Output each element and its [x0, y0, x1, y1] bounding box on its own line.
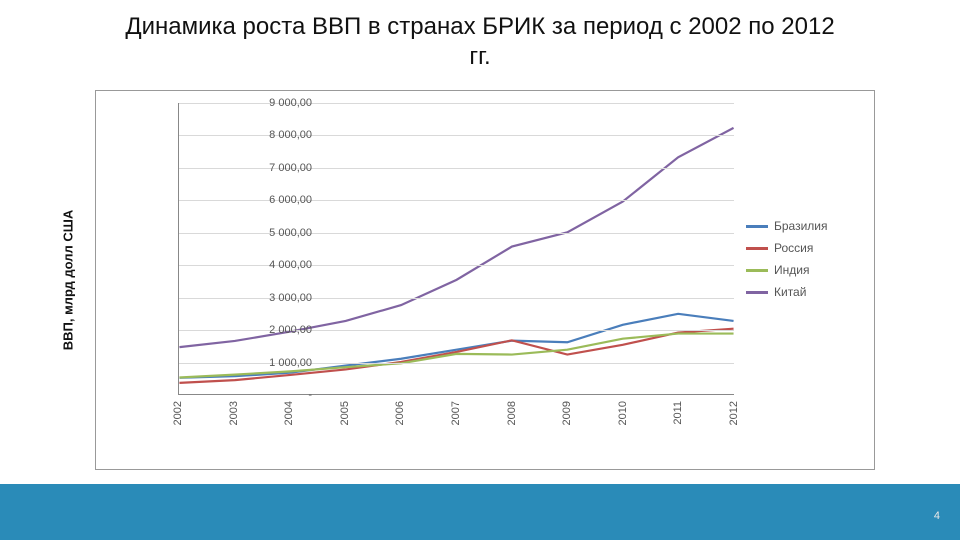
legend-swatch: [746, 269, 768, 272]
x-tick-label: 2009: [561, 401, 573, 425]
x-tick-label: 2004: [283, 401, 295, 425]
y-tick-label: 8 000,00: [269, 129, 312, 141]
slide: Динамика роста ВВП в странах БРИК за пер…: [0, 0, 960, 540]
y-tick-label: 1 000,00: [269, 357, 312, 369]
chart-title: Динамика роста ВВП в странах БРИК за пер…: [0, 0, 960, 76]
grid-line: [179, 200, 734, 201]
y-tick-label: 3 000,00: [269, 292, 312, 304]
y-axis-label: ВВП, млрд долл США: [61, 210, 76, 351]
legend-label: Бразилия: [774, 219, 828, 233]
x-tick-label: 2003: [228, 401, 240, 425]
series-line: [179, 128, 733, 347]
y-tick-label: -: [308, 389, 312, 401]
grid-line: [179, 135, 734, 136]
x-tick-label: 2012: [728, 401, 740, 425]
grid-line: [179, 363, 734, 364]
page-number: 4: [934, 510, 940, 522]
footer-bar: 4: [0, 484, 960, 540]
legend-swatch: [746, 291, 768, 294]
legend-item: Бразилия: [746, 219, 866, 233]
x-tick-label: 2010: [617, 401, 629, 425]
grid-line: [179, 265, 734, 266]
legend-item: Индия: [746, 263, 866, 277]
x-tick-label: 2006: [394, 401, 406, 425]
y-tick-label: 4 000,00: [269, 259, 312, 271]
grid-line: [179, 103, 734, 104]
series-line: [179, 314, 733, 378]
legend-swatch: [746, 225, 768, 228]
x-tick-label: 2011: [672, 401, 684, 425]
legend-item: Россия: [746, 241, 866, 255]
x-tick-label: 2007: [450, 401, 462, 425]
y-tick-label: 7 000,00: [269, 162, 312, 174]
y-tick-label: 6 000,00: [269, 194, 312, 206]
x-tick-label: 2005: [339, 401, 351, 425]
legend-label: Индия: [774, 263, 809, 277]
chart-container: ВВП, млрд долл США -1 000,002 000,003 00…: [95, 90, 875, 470]
y-tick-label: 2 000,00: [269, 324, 312, 336]
plot-area: [178, 103, 734, 395]
chart-lines: [179, 103, 734, 394]
grid-line: [179, 330, 734, 331]
legend: Бразилия Россия Индия Китай: [746, 211, 866, 307]
x-tick-label: 2008: [506, 401, 518, 425]
grid-line: [179, 298, 734, 299]
legend-label: Китай: [774, 285, 806, 299]
legend-label: Россия: [774, 241, 813, 255]
legend-item: Китай: [746, 285, 866, 299]
legend-swatch: [746, 247, 768, 250]
x-tick-label: 2002: [172, 401, 184, 425]
y-tick-label: 9 000,00: [269, 97, 312, 109]
y-tick-label: 5 000,00: [269, 227, 312, 239]
grid-line: [179, 233, 734, 234]
series-line: [179, 334, 733, 378]
grid-line: [179, 168, 734, 169]
